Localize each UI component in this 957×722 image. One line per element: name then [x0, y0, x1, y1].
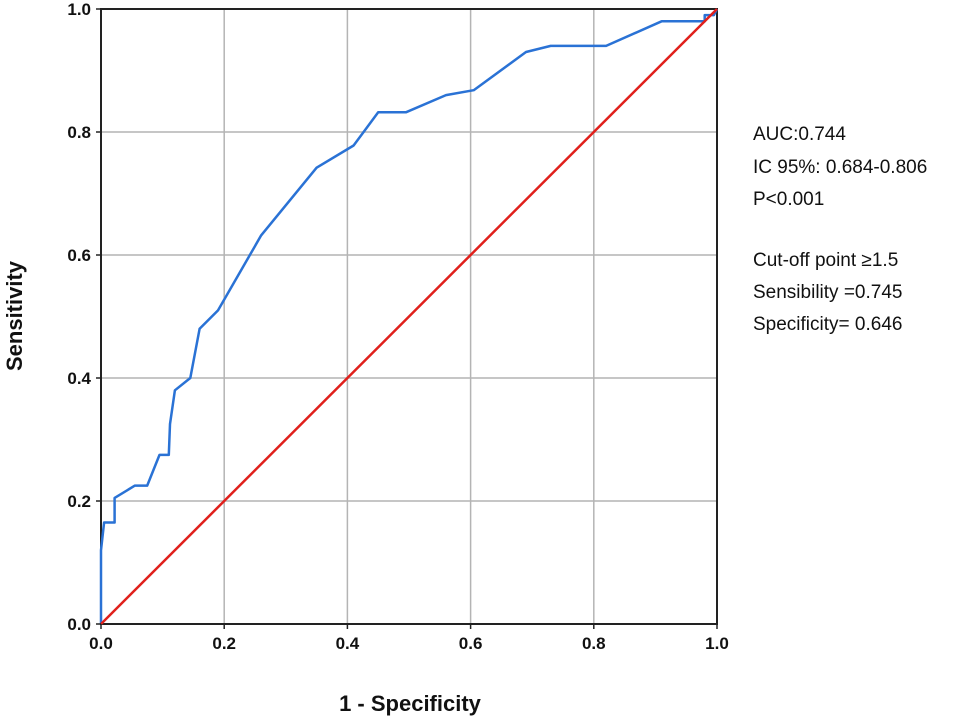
x-tick-label: 0.8	[582, 634, 606, 653]
ci-annotation: IC 95%: 0.684-0.806	[753, 157, 928, 178]
y-tick-label: 0.0	[67, 615, 91, 634]
roc-curve	[99, 8, 719, 624]
x-tick-label: 1.0	[705, 634, 729, 653]
grid	[101, 9, 717, 624]
x-tick-label: 0.0	[89, 634, 113, 653]
y-axis-title: Sensitivity	[2, 260, 27, 371]
x-axis-title: 1 - Specificity	[339, 691, 482, 716]
specificity-annotation: Specificity= 0.646	[753, 314, 903, 335]
y-tick-label: 0.4	[67, 369, 91, 388]
y-tick-label: 1.0	[67, 0, 91, 19]
auc-annotation: AUC:0.744	[753, 124, 846, 145]
reference-diagonal	[100, 8, 718, 625]
x-tick-label: 0.6	[459, 634, 483, 653]
p-value-annotation: P<0.001	[753, 189, 825, 210]
cutoff-annotation: Cut-off point ≥1.5	[753, 250, 899, 271]
y-ticks: 0.0 0.2 0.4 0.6 0.8 1.0	[67, 0, 101, 634]
x-tick-label: 0.4	[336, 634, 360, 653]
series-layer	[99, 8, 719, 625]
x-ticks: 0.0 0.2 0.4 0.6 0.8 1.0	[89, 624, 729, 653]
y-tick-label: 0.6	[67, 246, 91, 265]
plot-frame	[100, 8, 718, 625]
sensibility-annotation: Sensibility =0.745	[753, 282, 903, 303]
x-tick-label: 0.2	[212, 634, 236, 653]
y-tick-label: 0.2	[67, 492, 91, 511]
y-tick-label: 0.8	[67, 123, 91, 142]
